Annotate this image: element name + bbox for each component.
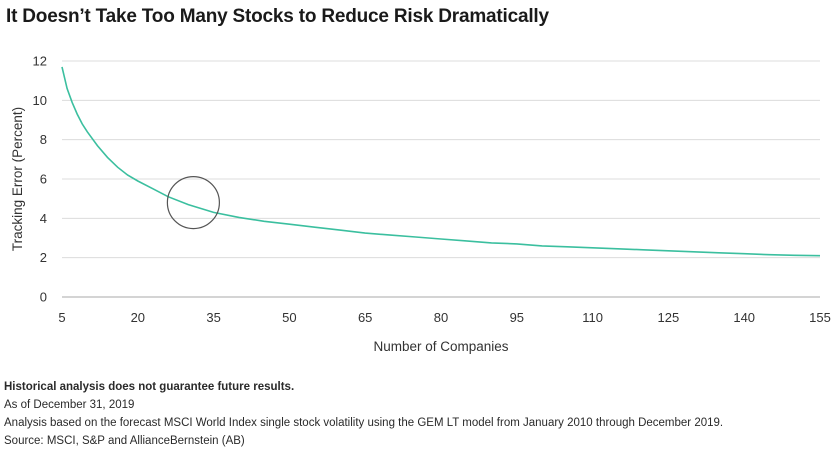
y-tick-label: 2 bbox=[40, 250, 47, 265]
y-tick-label: 10 bbox=[33, 93, 47, 108]
x-tick-label: 95 bbox=[510, 310, 524, 325]
x-tick-label: 125 bbox=[658, 310, 680, 325]
y-tick-label: 0 bbox=[40, 290, 47, 305]
disclaimer-text: Historical analysis does not guarantee f… bbox=[4, 381, 295, 393]
x-tick-label: 35 bbox=[206, 310, 220, 325]
x-tick-label: 65 bbox=[358, 310, 372, 325]
y-tick-label: 4 bbox=[40, 211, 47, 226]
x-axis-ticks: 5 20 35 50 65 80 95 110 125 140 155 bbox=[58, 310, 830, 325]
x-axis-label: Number of Companies bbox=[373, 339, 508, 354]
chart-title: It Doesn’t Take Too Many Stocks to Reduc… bbox=[6, 6, 549, 27]
y-tick-label: 8 bbox=[40, 132, 47, 147]
tracking-error-line bbox=[61, 66, 821, 257]
x-tick-label: 155 bbox=[809, 310, 831, 325]
y-axis-label: Tracking Error (Percent) bbox=[10, 107, 25, 251]
tracking-error-chart: 0 2 4 6 8 10 12 5 20 35 50 65 80 95 110 125 140 155 Trac… bbox=[10, 54, 831, 355]
x-tick-label: 140 bbox=[733, 310, 755, 325]
analysis-note: Analysis based on the forecast MSCI Worl… bbox=[4, 417, 724, 429]
as-of-date: As of December 31, 2019 bbox=[4, 399, 135, 411]
y-tick-label: 12 bbox=[33, 54, 47, 69]
grid-lines bbox=[62, 60, 820, 298]
y-axis-ticks: 0 2 4 6 8 10 12 bbox=[33, 54, 47, 305]
x-tick-label: 50 bbox=[282, 310, 296, 325]
footnotes: Historical analysis does not guarantee f… bbox=[4, 378, 834, 450]
highlight-circle bbox=[166, 176, 220, 230]
x-tick-label: 20 bbox=[131, 310, 145, 325]
y-tick-label: 6 bbox=[40, 172, 47, 187]
source-note: Source: MSCI, S&P and AllianceBernstein … bbox=[4, 435, 245, 447]
x-tick-label: 80 bbox=[434, 310, 448, 325]
x-tick-label: 5 bbox=[58, 310, 65, 325]
x-tick-label: 110 bbox=[582, 310, 603, 325]
